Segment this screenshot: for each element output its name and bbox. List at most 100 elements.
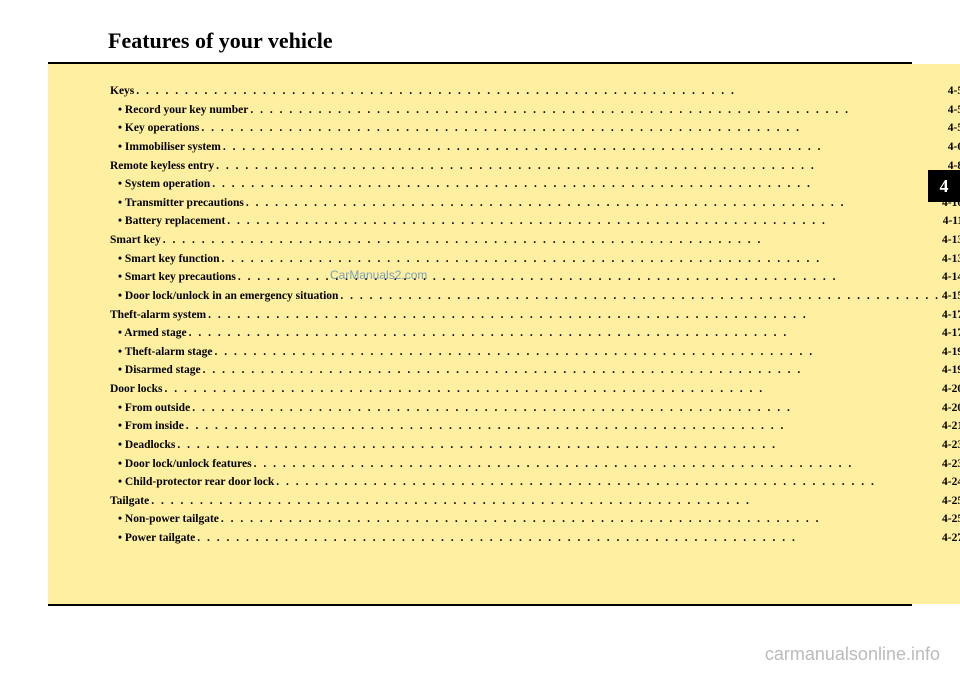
- toc-dots: [338, 287, 942, 306]
- toc-entry: Smart key 4-13: [110, 231, 960, 250]
- toc-dots: [252, 455, 942, 474]
- toc-entry: Door locks 4-20: [110, 380, 960, 399]
- toc-entry-page: 4-15: [942, 287, 960, 306]
- toc-entry-page: 4-13: [942, 231, 960, 250]
- toc-dots: [134, 82, 948, 101]
- toc-entry-label: Theft-alarm stage: [118, 343, 213, 362]
- toc-entry-page: 4-23: [942, 436, 960, 455]
- toc-entry-page: 4-19: [942, 361, 960, 380]
- page-title: Features of your vehicle: [0, 0, 960, 62]
- toc-entry: Record your key number 4-5: [110, 101, 960, 120]
- toc-entry-page: 4-19: [942, 343, 960, 362]
- toc-entry-page: 4-17: [942, 324, 960, 343]
- toc-dots: [190, 399, 942, 418]
- toc-entry-label: Power tailgate: [118, 529, 195, 548]
- toc-entry: Disarmed stage 4-19: [110, 361, 960, 380]
- toc-entry-label: Theft-alarm system: [110, 306, 206, 325]
- main-container: Keys4-5Record your key number4-5Key oper…: [48, 64, 912, 604]
- toc-entry-page: 4-25: [942, 492, 960, 511]
- toc-dots: [236, 268, 942, 287]
- toc-entry: Transmitter precautions4-10: [110, 194, 960, 213]
- toc-entry: Tailgate 4-25: [110, 492, 960, 511]
- toc-dots: [184, 417, 942, 436]
- toc-entry: Non-power tailgate 4-25: [110, 510, 960, 529]
- toc-dots: [214, 157, 948, 176]
- toc-dots: [187, 324, 942, 343]
- toc-dots: [163, 380, 943, 399]
- toc-content-area: Keys4-5Record your key number4-5Key oper…: [48, 64, 960, 604]
- toc-entry-page: 4-21: [942, 417, 960, 436]
- toc-entry-page: 4-24: [942, 473, 960, 492]
- toc-dots: [201, 361, 942, 380]
- toc-entry: Remote keyless entry4-8: [110, 157, 960, 176]
- toc-entry: Battery replacement4-11: [110, 212, 960, 231]
- toc-entry-page: 4-5: [948, 101, 960, 120]
- toc-entry-label: Non-power tailgate: [118, 510, 219, 529]
- toc-entry: Armed stage 4-17: [110, 324, 960, 343]
- toc-entry: Smart key precautions 4-14: [110, 268, 960, 287]
- toc-entry-label: Tailgate: [110, 492, 149, 511]
- footer-divider: [48, 604, 912, 606]
- toc-dots: [210, 175, 948, 194]
- toc-entry-label: From inside: [118, 417, 184, 436]
- toc-entry: Keys 4-5: [110, 82, 960, 101]
- toc-entry: Door lock/unlock features 4-23: [110, 455, 960, 474]
- toc-dots: [199, 119, 947, 138]
- toc-entry-label: Door lock/unlock in an emergency situati…: [118, 287, 338, 306]
- toc-dots: [206, 306, 942, 325]
- toc-entry: Child-protector rear door lock 4-24: [110, 473, 960, 492]
- toc-column-left: Keys4-5Record your key number4-5Key oper…: [110, 82, 960, 586]
- toc-entry-page: 4-25: [942, 510, 960, 529]
- toc-entry: Immobiliser system 4-6: [110, 138, 960, 157]
- toc-entry-label: Immobiliser system: [118, 138, 221, 157]
- toc-entry-label: Door lock/unlock features: [118, 455, 252, 474]
- toc-dots: [219, 250, 942, 269]
- toc-entry-page: 4-27: [942, 529, 960, 548]
- toc-dots: [219, 510, 942, 529]
- toc-entry-label: Deadlocks: [118, 436, 175, 455]
- toc-entry-page: 4-14: [942, 268, 960, 287]
- toc-entry-page: 4-23: [942, 455, 960, 474]
- toc-dots: [225, 212, 942, 231]
- toc-entry: Smart key function 4-13: [110, 250, 960, 269]
- toc-dots: [161, 231, 942, 250]
- toc-entry-label: Disarmed stage: [118, 361, 201, 380]
- toc-entry-label: Smart key precautions: [118, 268, 236, 287]
- toc-entry-label: Smart key: [110, 231, 161, 250]
- toc-entry-page: 4-20: [942, 380, 960, 399]
- toc-entry: Key operations 4-5: [110, 119, 960, 138]
- toc-entry: From outside4-20: [110, 399, 960, 418]
- toc-entry-page: 4-17: [942, 306, 960, 325]
- toc-dots: [195, 529, 942, 548]
- toc-entry-label: Armed stage: [118, 324, 187, 343]
- toc-entry: Power tailgate 4-27: [110, 529, 960, 548]
- toc-entry: From inside 4-21: [110, 417, 960, 436]
- toc-entry-label: Key operations: [118, 119, 199, 138]
- toc-entry-label: Transmitter precautions: [118, 194, 244, 213]
- toc-entry-page: 4-5: [948, 82, 960, 101]
- toc-entry: System operation4-8: [110, 175, 960, 194]
- toc-entry-label: Child-protector rear door lock: [118, 473, 274, 492]
- toc-entry: Theft-alarm system 4-17: [110, 306, 960, 325]
- toc-entry: Deadlocks 4-23: [110, 436, 960, 455]
- toc-entry: Door lock/unlock in an emergency situati…: [110, 287, 960, 306]
- toc-entry-label: System operation: [118, 175, 210, 194]
- toc-entry-label: Door locks: [110, 380, 163, 399]
- toc-entry-label: Record your key number: [118, 101, 248, 120]
- toc-dots: [274, 473, 942, 492]
- toc-entry-page: 4-5: [948, 119, 960, 138]
- toc-entry-label: Battery replacement: [118, 212, 225, 231]
- watermark-footer: carmanualsonline.info: [765, 644, 940, 665]
- toc-entry-label: From outside: [118, 399, 190, 418]
- toc-entry-label: Remote keyless entry: [110, 157, 214, 176]
- toc-dots: [175, 436, 942, 455]
- toc-dots: [221, 138, 948, 157]
- toc-entry-label: Smart key function: [118, 250, 219, 269]
- toc-entry-label: Keys: [110, 82, 134, 101]
- toc-entry: Theft-alarm stage 4-19: [110, 343, 960, 362]
- toc-entry-page: 4-13: [942, 250, 960, 269]
- toc-dots: [244, 194, 942, 213]
- toc-entry-page: 4-6: [948, 138, 960, 157]
- chapter-tab: 4: [928, 170, 960, 202]
- toc-dots: [149, 492, 942, 511]
